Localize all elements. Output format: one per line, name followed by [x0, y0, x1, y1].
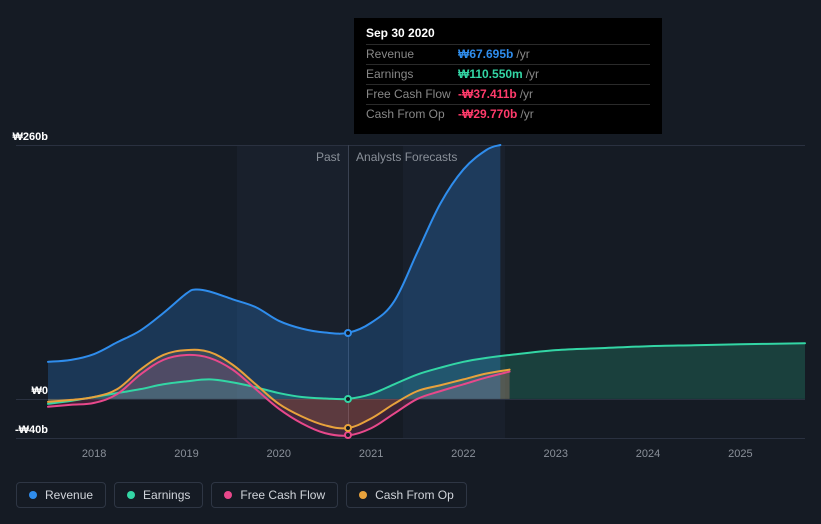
tooltip-metric-value: -₩37.411b: [458, 87, 517, 102]
tooltip-metric-unit: /yr: [516, 47, 529, 62]
legend-item-revenue[interactable]: Revenue: [16, 482, 106, 508]
legend-label: Cash From Op: [375, 488, 454, 502]
legend-label: Revenue: [45, 488, 93, 502]
legend-dot-icon: [224, 491, 232, 499]
tooltip-metric-label: Free Cash Flow: [366, 87, 458, 102]
tooltip-metric-unit: /yr: [520, 87, 533, 102]
financials-chart: ₩260b₩0-₩40b2018201920202021202220232024…: [16, 120, 805, 460]
tooltip-date: Sep 30 2020: [366, 26, 650, 40]
tooltip-metric-label: Earnings: [366, 67, 458, 82]
tooltip-metric-unit: /yr: [520, 107, 533, 122]
tooltip-metric-label: Cash From Op: [366, 107, 458, 122]
tooltip-rows: Revenue₩67.695b/yrEarnings₩110.550m/yrFr…: [366, 44, 650, 124]
legend-label: Earnings: [143, 488, 190, 502]
series-marker-earnings: [344, 395, 352, 403]
legend-item-earnings[interactable]: Earnings: [114, 482, 203, 508]
tooltip-row: Revenue₩67.695b/yr: [366, 44, 650, 64]
chart-legend: Revenue Earnings Free Cash Flow Cash From O…: [16, 482, 467, 508]
tooltip-metric-unit: /yr: [526, 67, 539, 82]
series-marker-revenue: [344, 329, 352, 337]
tooltip-metric-value: -₩29.770b: [458, 107, 517, 122]
tooltip-row: Free Cash Flow-₩37.411b/yr: [366, 84, 650, 104]
tooltip-row: Cash From Op-₩29.770b/yr: [366, 104, 650, 124]
tooltip-metric-label: Revenue: [366, 47, 458, 62]
legend-item-free-cash-flow[interactable]: Free Cash Flow: [211, 482, 338, 508]
series-marker-free-cash-flow: [344, 431, 352, 439]
chart-tooltip: Sep 30 2020 Revenue₩67.695b/yrEarnings₩1…: [354, 18, 662, 134]
legend-dot-icon: [29, 491, 37, 499]
series-marker-cash-from-op: [344, 424, 352, 432]
tooltip-metric-value: ₩110.550m: [458, 67, 523, 82]
legend-label: Free Cash Flow: [240, 488, 325, 502]
chart-svg: [16, 120, 805, 460]
legend-item-cash-from-op[interactable]: Cash From Op: [346, 482, 467, 508]
tooltip-metric-value: ₩67.695b: [458, 47, 513, 62]
legend-dot-icon: [127, 491, 135, 499]
tooltip-row: Earnings₩110.550m/yr: [366, 64, 650, 84]
series-fill-revenue: [48, 145, 500, 399]
legend-dot-icon: [359, 491, 367, 499]
